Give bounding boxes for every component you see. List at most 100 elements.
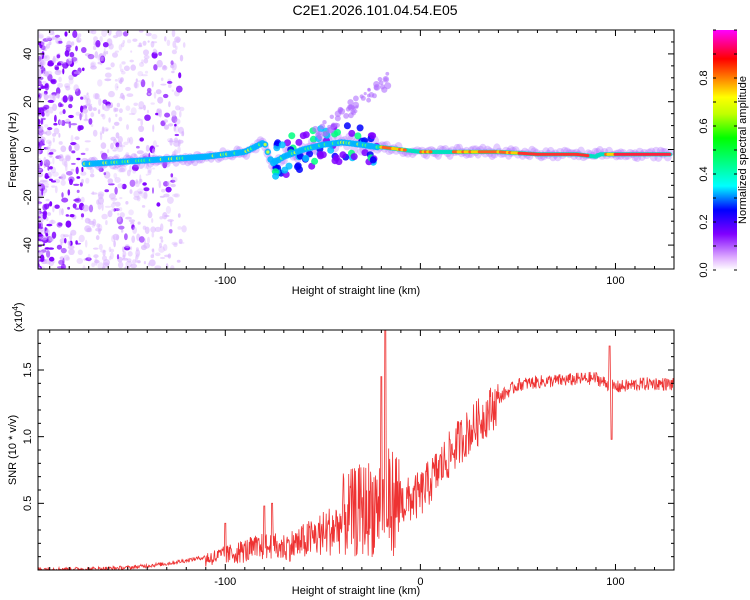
colorbar-label: Normalized spectral amplitude xyxy=(737,76,749,224)
spectrogram-ridge-blob xyxy=(281,166,289,174)
spectrogram-noise-blob xyxy=(65,44,72,49)
spectrogram-noise-blob xyxy=(85,177,90,184)
spectrogram-noise-blob xyxy=(80,171,87,176)
spectrogram-noise-blob xyxy=(57,82,63,88)
spectrogram-noise-blob xyxy=(47,203,50,207)
spectrogram-noise-blob xyxy=(128,219,136,223)
spectrogram-arc-blob xyxy=(379,84,386,90)
spectrogram-noise-blob xyxy=(52,157,55,165)
spectrogram-noise-blob xyxy=(120,42,125,48)
spectrogram-noise-blob xyxy=(116,254,120,260)
spectrogram-noise-blob xyxy=(118,44,123,51)
spectrogram-noise-blob xyxy=(66,171,73,176)
spectrogram-noise-blob xyxy=(119,79,123,85)
spectrogram-noise-blob xyxy=(167,80,173,84)
spectrogram-noise-blob xyxy=(92,247,99,250)
spectrogram-noise-blob xyxy=(158,51,163,56)
spectrogram-noise-blob xyxy=(38,141,41,149)
spectrogram-noise-blob xyxy=(38,201,43,205)
spectrogram-noise-blob xyxy=(155,89,162,95)
spectrogram-noise-blob xyxy=(177,213,181,218)
spectrogram-noise-blob xyxy=(117,212,120,216)
spectrogram-noise-blob xyxy=(93,254,99,259)
spectrogram-arc-blob xyxy=(348,112,354,119)
spectrogram-noise-blob xyxy=(43,156,47,165)
spectrogram-noise-blob xyxy=(62,68,65,75)
spectrogram-arc-blob xyxy=(366,97,371,103)
spectrogram-noise-blob xyxy=(97,79,103,87)
spectrogram-noise-blob xyxy=(131,224,135,231)
spectrogram-noise-blob xyxy=(67,240,71,246)
spectrogram-noise-blob xyxy=(105,128,109,132)
spectrogram-noise-blob xyxy=(76,37,82,43)
spectrogram-noise-blob xyxy=(92,218,97,227)
spectrogram-noise-blob xyxy=(126,258,132,263)
spectrogram-noise-blob xyxy=(84,239,88,248)
spectrogram-noise-blob xyxy=(138,101,145,110)
spectrogram-noise-blob xyxy=(179,110,182,118)
spectrogram-noise-blob xyxy=(115,113,118,118)
snr-exponent-sup: 4 xyxy=(11,306,20,311)
spectrogram-noise-blob xyxy=(110,248,115,253)
spectrogram-noise-blob xyxy=(92,45,97,51)
spectrogram-noise-blob xyxy=(68,145,72,152)
spectrogram-noise-blob xyxy=(118,207,123,212)
spectrogram-noise-blob xyxy=(138,236,145,243)
spectrogram-noise-blob xyxy=(77,33,82,38)
spectrogram-noise-blob xyxy=(112,52,118,58)
spectrogram-noise-blob xyxy=(60,61,66,65)
spectrogram-noise-blob xyxy=(113,154,120,160)
spectrogram-arc-blob xyxy=(353,109,358,113)
spectrogram-noise-blob xyxy=(171,110,177,117)
spectrogram-noise-blob xyxy=(171,89,174,92)
spectrogram-noise-blob xyxy=(143,104,146,111)
spectrogram-noise-blob xyxy=(113,147,119,150)
spectrogram-noise-blob xyxy=(95,40,101,48)
spectrogram-noise-blob xyxy=(83,94,86,101)
spectrogram-noise-blob xyxy=(64,50,70,57)
spectrogram-noise-blob xyxy=(87,30,94,34)
spectrogram-noise-blob xyxy=(40,84,44,90)
spectrogram-noise-blob xyxy=(173,242,178,248)
spectrogram-noise-blob xyxy=(162,212,168,220)
spectrogram-noise-blob xyxy=(138,107,143,110)
spectrogram-noise-blob xyxy=(90,192,98,195)
spectrogram-noise-blob xyxy=(126,93,134,97)
spectrogram-noise-blob xyxy=(104,72,112,78)
spectrogram-noise-blob xyxy=(46,223,53,227)
spectrogram-y-tick-label: 0 xyxy=(22,146,34,152)
spectrogram-noise-blob xyxy=(101,203,104,211)
spectrogram-noise-blob xyxy=(180,131,184,137)
spectrogram-noise-blob xyxy=(150,102,155,105)
spectrogram-noise-blob xyxy=(171,241,178,246)
spectrogram-noise-blob xyxy=(157,178,160,182)
spectrogram-noise-blob xyxy=(55,93,60,99)
spectrogram-noise-blob xyxy=(145,144,150,152)
spectrogram-noise-blob xyxy=(133,102,138,107)
spectrogram-noise-blob xyxy=(160,83,167,86)
spectrogram-noise-blob xyxy=(52,31,55,36)
spectrogram-noise-blob xyxy=(144,70,149,74)
spectrogram-noise-blob xyxy=(69,233,73,241)
spectrogram-noise-blob xyxy=(92,191,95,195)
spectrogram-noise-blob xyxy=(121,61,126,65)
spectrogram-arc-blob xyxy=(378,80,384,86)
spectrogram-noise-blob xyxy=(118,116,123,122)
spectrogram-noise-blob xyxy=(38,48,42,52)
spectrogram-noise-blob xyxy=(136,195,141,202)
spectrogram-noise-blob xyxy=(114,201,121,207)
spectrogram-noise-blob xyxy=(129,189,133,194)
spectrogram-noise-blob xyxy=(45,110,50,117)
spectrogram-noise-blob xyxy=(132,38,138,42)
spectrogram-noise-blob xyxy=(176,259,181,263)
spectrogram-noise-blob xyxy=(138,30,144,33)
spectrogram-noise-blob xyxy=(46,250,51,258)
spectrogram-noise-blob xyxy=(179,54,184,62)
spectrogram-noise-blob xyxy=(81,217,84,220)
spectrogram-noise-blob xyxy=(127,137,131,143)
spectrogram-noise-blob xyxy=(107,149,110,154)
spectrogram-noise-blob xyxy=(156,144,159,148)
spectrogram-noise-blob xyxy=(87,253,91,260)
spectrogram-noise-blob xyxy=(112,125,115,130)
spectrogram-noise-blob xyxy=(40,180,47,183)
